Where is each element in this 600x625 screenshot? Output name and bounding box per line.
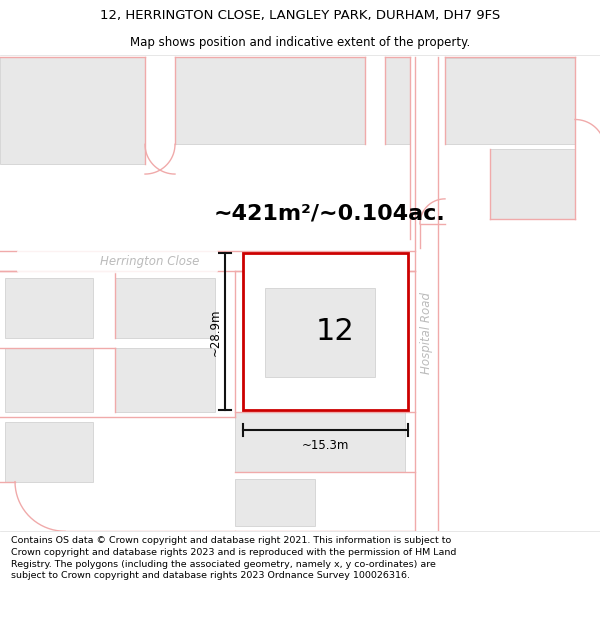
Text: Map shows position and indicative extent of the property.: Map shows position and indicative extent… xyxy=(130,36,470,49)
Text: 12: 12 xyxy=(316,318,355,346)
Text: Contains OS data © Crown copyright and database right 2021. This information is : Contains OS data © Crown copyright and d… xyxy=(11,536,456,581)
Bar xyxy=(385,57,410,144)
Text: ~421m²/~0.104ac.: ~421m²/~0.104ac. xyxy=(214,204,446,224)
Bar xyxy=(5,422,93,482)
Bar xyxy=(235,479,315,526)
FancyBboxPatch shape xyxy=(17,249,218,273)
Text: 12, HERRINGTON CLOSE, LANGLEY PARK, DURHAM, DH7 9FS: 12, HERRINGTON CLOSE, LANGLEY PARK, DURH… xyxy=(100,9,500,22)
Text: Hospital Road: Hospital Road xyxy=(420,292,433,374)
Bar xyxy=(490,149,575,219)
Text: Herrington Close: Herrington Close xyxy=(100,255,199,268)
Bar xyxy=(0,57,145,164)
Bar xyxy=(243,254,408,410)
Bar xyxy=(5,278,93,338)
Text: ~28.9m: ~28.9m xyxy=(209,308,221,356)
Bar xyxy=(445,58,575,144)
Bar xyxy=(5,348,93,413)
Bar xyxy=(235,412,405,472)
Bar xyxy=(265,288,375,378)
Bar xyxy=(115,278,215,338)
Text: ~15.3m: ~15.3m xyxy=(302,439,349,452)
Bar xyxy=(115,348,215,413)
Bar xyxy=(175,57,365,144)
